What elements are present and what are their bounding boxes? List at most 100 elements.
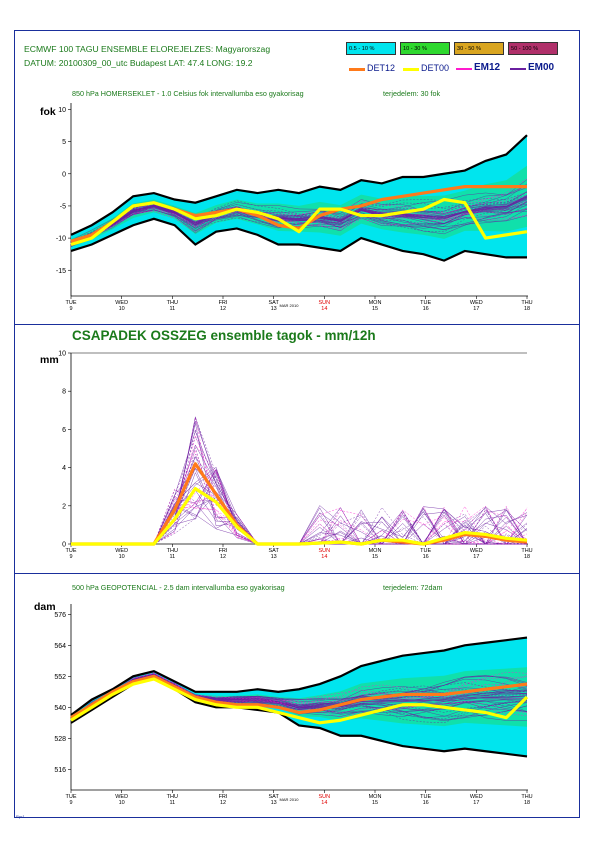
x-tick-label: TUE [420,548,431,554]
x-tick-label: 15 [372,306,378,312]
x-tick-label: 11 [169,306,175,312]
legend-label-em12: EM12 [474,62,501,73]
legend-line-em00 [510,68,526,70]
y-tick-label: 5 [62,139,66,146]
ensemble-member-line [70,194,528,243]
month-label: MAR 2010 [280,797,300,802]
det00-line [70,197,528,247]
legend-prob-box: 50 - 100 % [508,42,558,55]
page-stamp: Rpr1 [16,814,25,819]
y-tick-label: 0 [62,171,66,178]
ensemble-member-line [71,446,527,545]
x-tick-label: 14 [321,800,327,806]
det12-line [70,674,528,720]
y-tick-label: 10 [58,107,66,114]
header-date: DATUM: 20100309_00_utc Budapest LAT: 47.… [24,58,253,68]
y-tick-label: 2 [62,503,66,510]
x-tick-label: SAT [269,300,280,306]
panel3-ylabel: dam [34,601,56,613]
ensemble-member-line [70,209,528,244]
probability-band-inner [71,165,527,247]
ensemble-member-line [70,671,528,720]
panel-1 [68,103,528,299]
legend-label-em00: EM00 [528,62,555,73]
legend-label-det12: DET12 [367,63,396,73]
panel3-subtitle: terjedelem: 72dam [383,583,443,592]
ensemble-member-line [70,674,528,719]
x-tick-label: 13 [271,306,277,312]
x-tick-label: SAT [269,794,280,800]
x-tick-label: THU [167,548,178,554]
ensemble-member-line [71,436,527,545]
panel-divider [14,573,580,574]
ensemble-member-line [71,466,527,545]
month-label: MAR 2010 [280,303,300,308]
legend-prob-box: 0.5 - 10 % [346,42,396,55]
y-tick-label: 8 [62,389,66,396]
x-tick-label: SUN [319,548,331,554]
x-tick-label: 14 [321,306,327,312]
y-tick-label: -10 [56,236,66,243]
panel-3 [68,604,529,793]
x-tick-label: SAT [269,548,280,554]
ensemble-member-line [71,423,527,545]
ensemble-member-line [71,453,528,545]
x-tick-label: THU [521,794,532,800]
x-tick-label: 12 [220,306,226,312]
x-tick-label: TUE [420,300,431,306]
x-tick-label: FRI [219,794,228,800]
x-tick-label: 10 [119,306,125,312]
ensemble-member-line [70,211,528,246]
probability-band-inner [71,667,527,727]
ensemble-member-line [71,416,527,545]
x-tick-label: THU [167,794,178,800]
x-tick-label: TUE [420,794,431,800]
x-tick-label: 14 [321,554,327,560]
panel1-title: 850 hPa HOMERSEKLET - 1.0 Celsius fok in… [72,89,304,98]
band-max-line [70,134,528,236]
y-tick-label: 564 [54,643,66,650]
y-tick-label: 528 [54,736,66,743]
x-tick-label: 11 [169,554,175,560]
x-tick-label: 18 [524,306,530,312]
x-tick-label: 16 [423,800,429,806]
panel1-subtitle: terjedelem: 30 fok [383,89,441,98]
ensemble-member-line [70,205,528,244]
y-tick-label: 10 [58,351,66,358]
ensemble-member-line [70,196,528,245]
ensemble-member-line [71,444,528,545]
x-tick-label: TUE [66,548,77,554]
band-min-line [70,217,527,262]
x-tick-label: 13 [271,554,277,560]
x-tick-label: WED [115,300,128,306]
x-tick-label: WED [115,794,128,800]
ensemble-member-line [71,507,528,545]
ensemble-member-line [70,673,528,720]
x-tick-label: 18 [524,800,530,806]
ensemble-member-line [70,673,528,718]
legend-line-det12 [349,68,365,71]
x-tick-label: MON [369,300,382,306]
probability-band [71,135,527,261]
ensemble-member-line [71,467,528,545]
x-tick-label: 12 [220,554,226,560]
ensemble-member-line [70,208,528,244]
x-tick-label: 15 [372,554,378,560]
legend-line-em12 [456,68,472,70]
y-tick-label: 4 [62,465,66,472]
det00-line [70,677,529,725]
det00-line [71,487,528,546]
x-tick-label: 10 [119,800,125,806]
y-tick-label: 516 [54,767,66,774]
panel2-ylabel: mm [40,354,59,366]
x-tick-label: THU [521,548,532,554]
probability-band [71,637,527,757]
band-max-line [70,636,528,716]
figure-frame [14,30,580,818]
ensemble-member-line [71,416,527,545]
panel2-title: CSAPADEK OSSZEG ensemble tagok - mm/12h [72,328,376,343]
ensemble-member-line [70,209,528,244]
header-title: ECMWF 100 TAGU ENSEMBLE ELOREJELZES: Mag… [24,44,271,54]
x-tick-label: SUN [319,794,331,800]
x-tick-label: MON [369,794,382,800]
